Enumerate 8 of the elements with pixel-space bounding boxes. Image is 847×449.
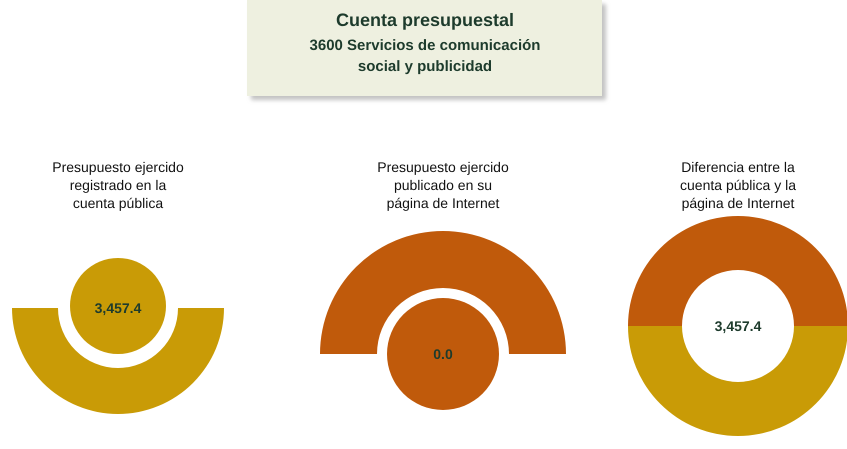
text: Cuenta presupuestal [336,10,514,30]
category-label: Diferencia entre la cuenta pública y la página de Internet [680,159,796,211]
text: 3600 Servicios de comunicación social y publicidad [310,37,540,75]
category-label: Presupuesto ejercido registrado en la cuenta pública [52,159,184,211]
data-label: 0.0 [433,346,453,362]
data-label: 3,457.4 [94,300,142,316]
category-label: Presupuesto ejercido publicado en su página de Internet [377,159,509,211]
data-label: 3,457.4 [714,318,762,334]
